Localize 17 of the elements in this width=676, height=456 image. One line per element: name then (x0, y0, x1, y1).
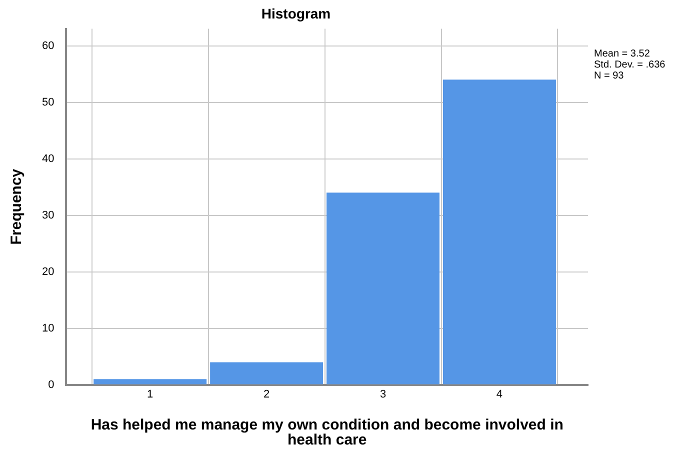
x-tick-label: 4 (496, 388, 503, 400)
text: N = 93 (594, 70, 624, 82)
x-tick-label: 2 (263, 388, 270, 400)
chart-title: Histogram (261, 5, 331, 22)
y-tick-label: 30 (42, 209, 54, 222)
y-tick-label: 10 (42, 322, 54, 334)
x-axis-title: Has helped me manage my own condition and become involved in health care (90, 416, 564, 449)
y-axis-title: Frequency (8, 168, 26, 245)
text: Mean = 3.52 (594, 48, 650, 60)
y-tick-label: 40 (42, 152, 54, 165)
text: Std. Dev. = .636 (594, 60, 666, 71)
y-tick-label: 50 (42, 96, 54, 108)
y-tick-label: 60 (42, 40, 54, 52)
x-tick-label: 1 (147, 388, 154, 400)
y-tick-label: 0 (48, 378, 54, 391)
y-tick-label: 20 (42, 266, 54, 278)
x-tick-label: 3 (380, 388, 386, 400)
